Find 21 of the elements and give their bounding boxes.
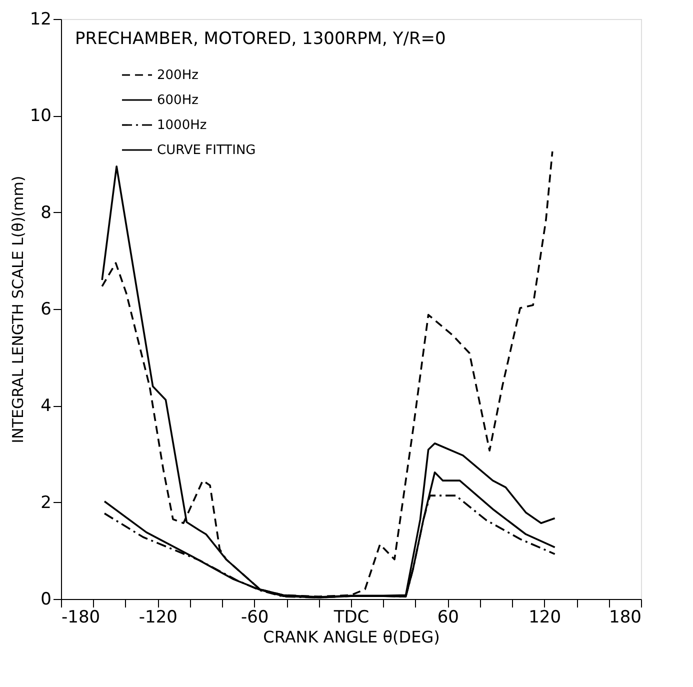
x-tick-label: TDC: [332, 608, 370, 628]
x-tick-label: -60: [240, 608, 269, 628]
x-tick-label: -180: [62, 608, 100, 628]
x-tick-label: 180: [609, 608, 642, 628]
x-tick-label: 120: [528, 608, 562, 628]
y-tick-label: 10: [30, 106, 52, 126]
y-tick-label: 4: [40, 396, 52, 416]
x-tick-label: 60: [437, 608, 459, 628]
y-axis-title: INTEGRAL LENGTH SCALE L(θ)(mm): [8, 176, 27, 444]
y-tick-label: 2: [40, 492, 52, 513]
legend-label: CURVE FITTING: [157, 143, 256, 158]
legend-label: 1000Hz: [157, 118, 207, 133]
x-tick-label: -120: [138, 608, 178, 628]
legend-label: 600Hz: [157, 93, 199, 108]
y-tick-label: 8: [40, 202, 52, 223]
legend-label: 200Hz: [157, 68, 199, 83]
y-tick-label: 0: [40, 590, 52, 610]
y-tick-label: 12: [30, 10, 52, 30]
y-tick-label: 6: [40, 300, 52, 320]
text: PRECHAMBER, MOTORED, 1300RPM, Y/R=0: [75, 29, 446, 49]
x-axis-title: CRANK ANGLE θ(DEG): [263, 628, 440, 646]
